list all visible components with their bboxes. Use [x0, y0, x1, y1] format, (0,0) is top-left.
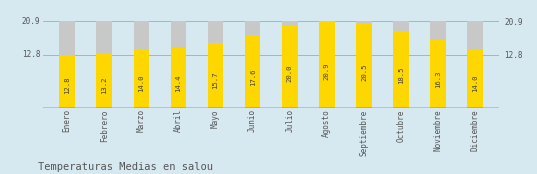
Bar [134, 21, 149, 108]
Text: 14.0: 14.0 [139, 75, 144, 92]
Bar [208, 21, 223, 108]
Text: 20.5: 20.5 [361, 64, 367, 81]
Bar [282, 21, 297, 108]
Text: 12.8: 12.8 [22, 50, 40, 59]
Bar [97, 53, 112, 108]
Bar [393, 21, 409, 108]
Bar [282, 25, 297, 108]
Text: 15.7: 15.7 [213, 72, 219, 89]
Bar [393, 31, 409, 108]
Bar [430, 21, 446, 108]
Text: 14.4: 14.4 [176, 74, 182, 92]
Text: 12.8: 12.8 [64, 77, 70, 94]
Bar [171, 21, 186, 108]
Text: 14.0: 14.0 [472, 75, 478, 92]
Text: 17.6: 17.6 [250, 69, 256, 86]
Bar [356, 21, 372, 108]
Text: 20.9: 20.9 [22, 17, 40, 26]
Bar [245, 35, 260, 108]
Text: 13.2: 13.2 [101, 76, 107, 94]
Bar [356, 23, 372, 108]
Text: 16.3: 16.3 [435, 71, 441, 88]
Bar [468, 50, 483, 108]
Bar [245, 21, 260, 108]
Bar [319, 21, 335, 108]
Text: 20.0: 20.0 [287, 64, 293, 82]
Text: 18.5: 18.5 [398, 67, 404, 84]
Bar [59, 55, 75, 108]
Bar [97, 21, 112, 108]
Bar [468, 21, 483, 108]
Text: 20.9: 20.9 [324, 63, 330, 80]
Bar [319, 21, 335, 108]
Bar [59, 21, 75, 108]
Bar [208, 43, 223, 108]
Bar [430, 40, 446, 108]
Bar [171, 48, 186, 108]
Bar [134, 50, 149, 108]
Text: Temperaturas Medias en salou: Temperaturas Medias en salou [38, 162, 213, 172]
